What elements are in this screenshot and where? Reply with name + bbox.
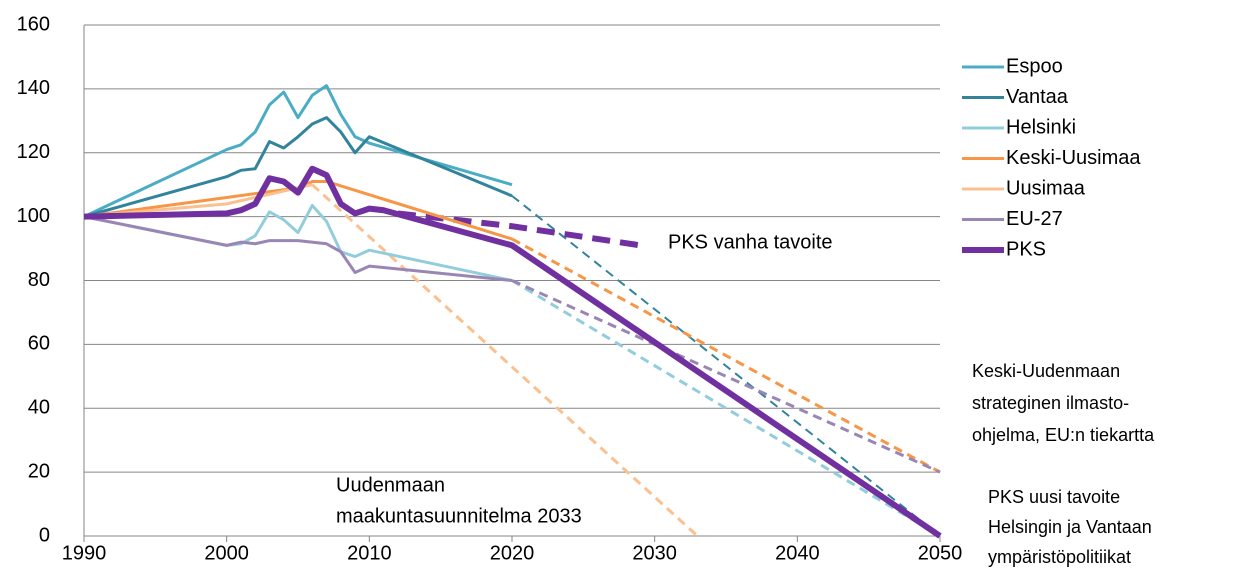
y-tick-label: 60 bbox=[28, 333, 50, 355]
annotation: PKS uusi tavoite bbox=[988, 487, 1120, 507]
annotation: Uudenmaan bbox=[336, 474, 445, 496]
x-tick-label: 2000 bbox=[204, 542, 249, 564]
legend-label: PKS bbox=[1006, 238, 1046, 260]
annotation: Keski-Uudenmaan bbox=[972, 361, 1120, 381]
x-tick-label: 2030 bbox=[632, 542, 677, 564]
y-tick-label: 20 bbox=[28, 460, 50, 482]
annotation: PKS vanha tavoite bbox=[668, 231, 833, 253]
y-tick-label: 100 bbox=[17, 205, 50, 227]
projection-line bbox=[511, 195, 941, 537]
legend-label: Keski-Uusimaa bbox=[1006, 147, 1141, 169]
y-tick-label: 80 bbox=[28, 269, 50, 291]
series-line bbox=[83, 165, 942, 539]
projection-line bbox=[311, 183, 699, 538]
legend-label: Espoo bbox=[1006, 55, 1063, 77]
y-tick-label: 120 bbox=[17, 141, 50, 163]
x-tick-label: 2010 bbox=[347, 542, 392, 564]
annotation: ympäristöpolitiikat bbox=[988, 547, 1131, 567]
legend-label: EU-27 bbox=[1006, 208, 1063, 230]
projection-line bbox=[397, 210, 641, 249]
x-tick-label: 2020 bbox=[490, 542, 535, 564]
annotation: Helsingin ja Vantaan bbox=[988, 517, 1152, 537]
annotation: strateginen ilmasto- bbox=[972, 393, 1129, 413]
series-line bbox=[83, 215, 513, 282]
legend-label: Vantaa bbox=[1006, 86, 1069, 108]
series-line bbox=[83, 116, 513, 219]
annotation: ohjelma, EU:n tiekartta bbox=[972, 425, 1155, 445]
projection-line bbox=[511, 279, 941, 538]
series-line bbox=[83, 84, 513, 218]
x-tick-label: 2050 bbox=[918, 542, 963, 564]
annotation: maakuntasuunnitelma 2033 bbox=[336, 505, 582, 527]
y-tick-label: 0 bbox=[39, 524, 50, 546]
projection-line bbox=[511, 237, 941, 474]
x-tick-label: 2040 bbox=[775, 542, 820, 564]
legend-label: Helsinki bbox=[1006, 116, 1076, 138]
series-line bbox=[83, 203, 513, 282]
projection-line bbox=[511, 279, 941, 474]
y-tick-label: 40 bbox=[28, 397, 50, 419]
y-tick-label: 160 bbox=[17, 13, 50, 35]
y-tick-label: 140 bbox=[17, 77, 50, 99]
x-tick-label: 1990 bbox=[62, 542, 107, 564]
legend-label: Uusimaa bbox=[1006, 177, 1086, 199]
